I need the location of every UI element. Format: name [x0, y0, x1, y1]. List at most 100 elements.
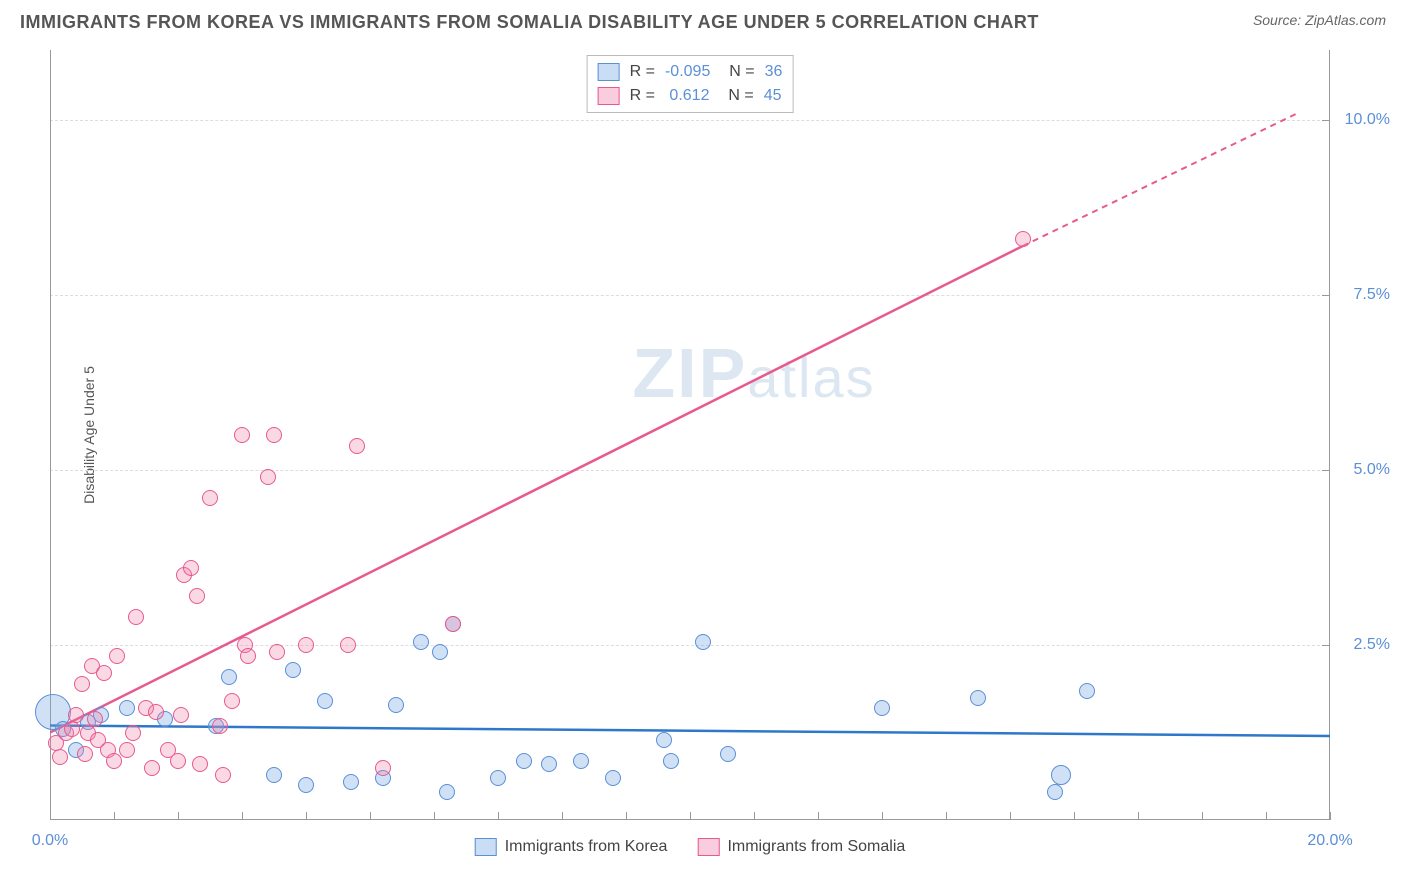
scatter-point [388, 697, 404, 713]
x-tick-mark [114, 812, 115, 820]
scatter-point [375, 760, 391, 776]
scatter-point [215, 767, 231, 783]
scatter-point [266, 427, 282, 443]
plot-area: ZIPatlas R = -0.095 N = 36 R = 0.612 N =… [50, 50, 1330, 820]
scatter-point [439, 784, 455, 800]
legend-label: Immigrants from Somalia [727, 838, 905, 856]
scatter-point [173, 707, 189, 723]
series-legend: Immigrants from Korea Immigrants from So… [475, 838, 906, 856]
scatter-point [695, 634, 711, 650]
scatter-point [298, 637, 314, 653]
scatter-point [317, 693, 333, 709]
x-tick-mark [178, 812, 179, 820]
scatter-point [148, 704, 164, 720]
legend-item-somalia: Immigrants from Somalia [697, 838, 905, 856]
scatter-point [1047, 784, 1063, 800]
scatter-point [541, 756, 557, 772]
scatter-point [340, 637, 356, 653]
swatch-icon [475, 838, 497, 856]
gridline [50, 295, 1330, 296]
gridline [50, 120, 1330, 121]
scatter-point [234, 427, 250, 443]
scatter-point [192, 756, 208, 772]
n-label: N = [719, 84, 753, 108]
y-tick-label: 7.5% [1354, 286, 1390, 304]
scatter-point [202, 490, 218, 506]
scatter-point [1015, 231, 1031, 247]
x-tick-mark [1138, 812, 1139, 820]
y-tick-label: 10.0% [1345, 111, 1390, 129]
watermark: ZIPatlas [632, 333, 875, 413]
x-tick-mark [242, 812, 243, 820]
source-label: Source: ZipAtlas.com [1253, 12, 1386, 28]
x-tick-mark [1330, 812, 1331, 820]
scatter-point [170, 753, 186, 769]
x-tick-mark [818, 812, 819, 820]
x-tick-mark [882, 812, 883, 820]
scatter-point [119, 700, 135, 716]
scatter-point [663, 753, 679, 769]
r-label: R = [630, 84, 655, 108]
y-tick-label: 5.0% [1354, 461, 1390, 479]
x-tick-mark [370, 812, 371, 820]
scatter-point [413, 634, 429, 650]
swatch-icon [697, 838, 719, 856]
n-value: 45 [764, 84, 782, 108]
scatter-point [605, 770, 621, 786]
scatter-point [144, 760, 160, 776]
legend-item-korea: Immigrants from Korea [475, 838, 668, 856]
scatter-point [1079, 683, 1095, 699]
y-tick-label: 2.5% [1354, 636, 1390, 654]
y-tick-mark [1322, 645, 1330, 646]
correlation-legend: R = -0.095 N = 36 R = 0.612 N = 45 [587, 55, 794, 113]
scatter-point [125, 725, 141, 741]
x-tick-mark [626, 812, 627, 820]
r-value: -0.095 [665, 60, 710, 84]
scatter-point [74, 676, 90, 692]
scatter-point [77, 746, 93, 762]
x-tick-mark [1074, 812, 1075, 820]
scatter-point [212, 718, 228, 734]
legend-row-somalia: R = 0.612 N = 45 [598, 84, 783, 108]
scatter-point [52, 749, 68, 765]
scatter-point [87, 711, 103, 727]
swatch-icon [598, 63, 620, 81]
scatter-point [349, 438, 365, 454]
scatter-point [189, 588, 205, 604]
swatch-icon [598, 87, 620, 105]
y-axis-right [1329, 50, 1330, 820]
scatter-point [68, 707, 84, 723]
scatter-point [128, 609, 144, 625]
x-tick-mark [306, 812, 307, 820]
scatter-point [96, 665, 112, 681]
scatter-point [119, 742, 135, 758]
x-tick-mark [562, 812, 563, 820]
scatter-point [874, 700, 890, 716]
scatter-point [224, 693, 240, 709]
scatter-point [656, 732, 672, 748]
y-tick-mark [1322, 295, 1330, 296]
legend-label: Immigrants from Korea [505, 838, 668, 856]
scatter-point [970, 690, 986, 706]
x-tick-mark [690, 812, 691, 820]
scatter-point [516, 753, 532, 769]
scatter-point [1051, 765, 1071, 785]
x-tick-mark [1266, 812, 1267, 820]
x-tick-label: 0.0% [32, 832, 68, 850]
chart-title: IMMIGRANTS FROM KOREA VS IMMIGRANTS FROM… [20, 12, 1039, 33]
scatter-point [269, 644, 285, 660]
x-tick-mark [50, 812, 51, 820]
x-tick-mark [946, 812, 947, 820]
scatter-point [260, 469, 276, 485]
n-label: N = [720, 60, 754, 84]
scatter-point [240, 648, 256, 664]
scatter-point [490, 770, 506, 786]
y-tick-mark [1322, 470, 1330, 471]
scatter-point [343, 774, 359, 790]
x-tick-mark [1010, 812, 1011, 820]
scatter-point [720, 746, 736, 762]
x-tick-mark [754, 812, 755, 820]
r-value: 0.612 [665, 84, 710, 108]
scatter-point [285, 662, 301, 678]
x-tick-mark [498, 812, 499, 820]
